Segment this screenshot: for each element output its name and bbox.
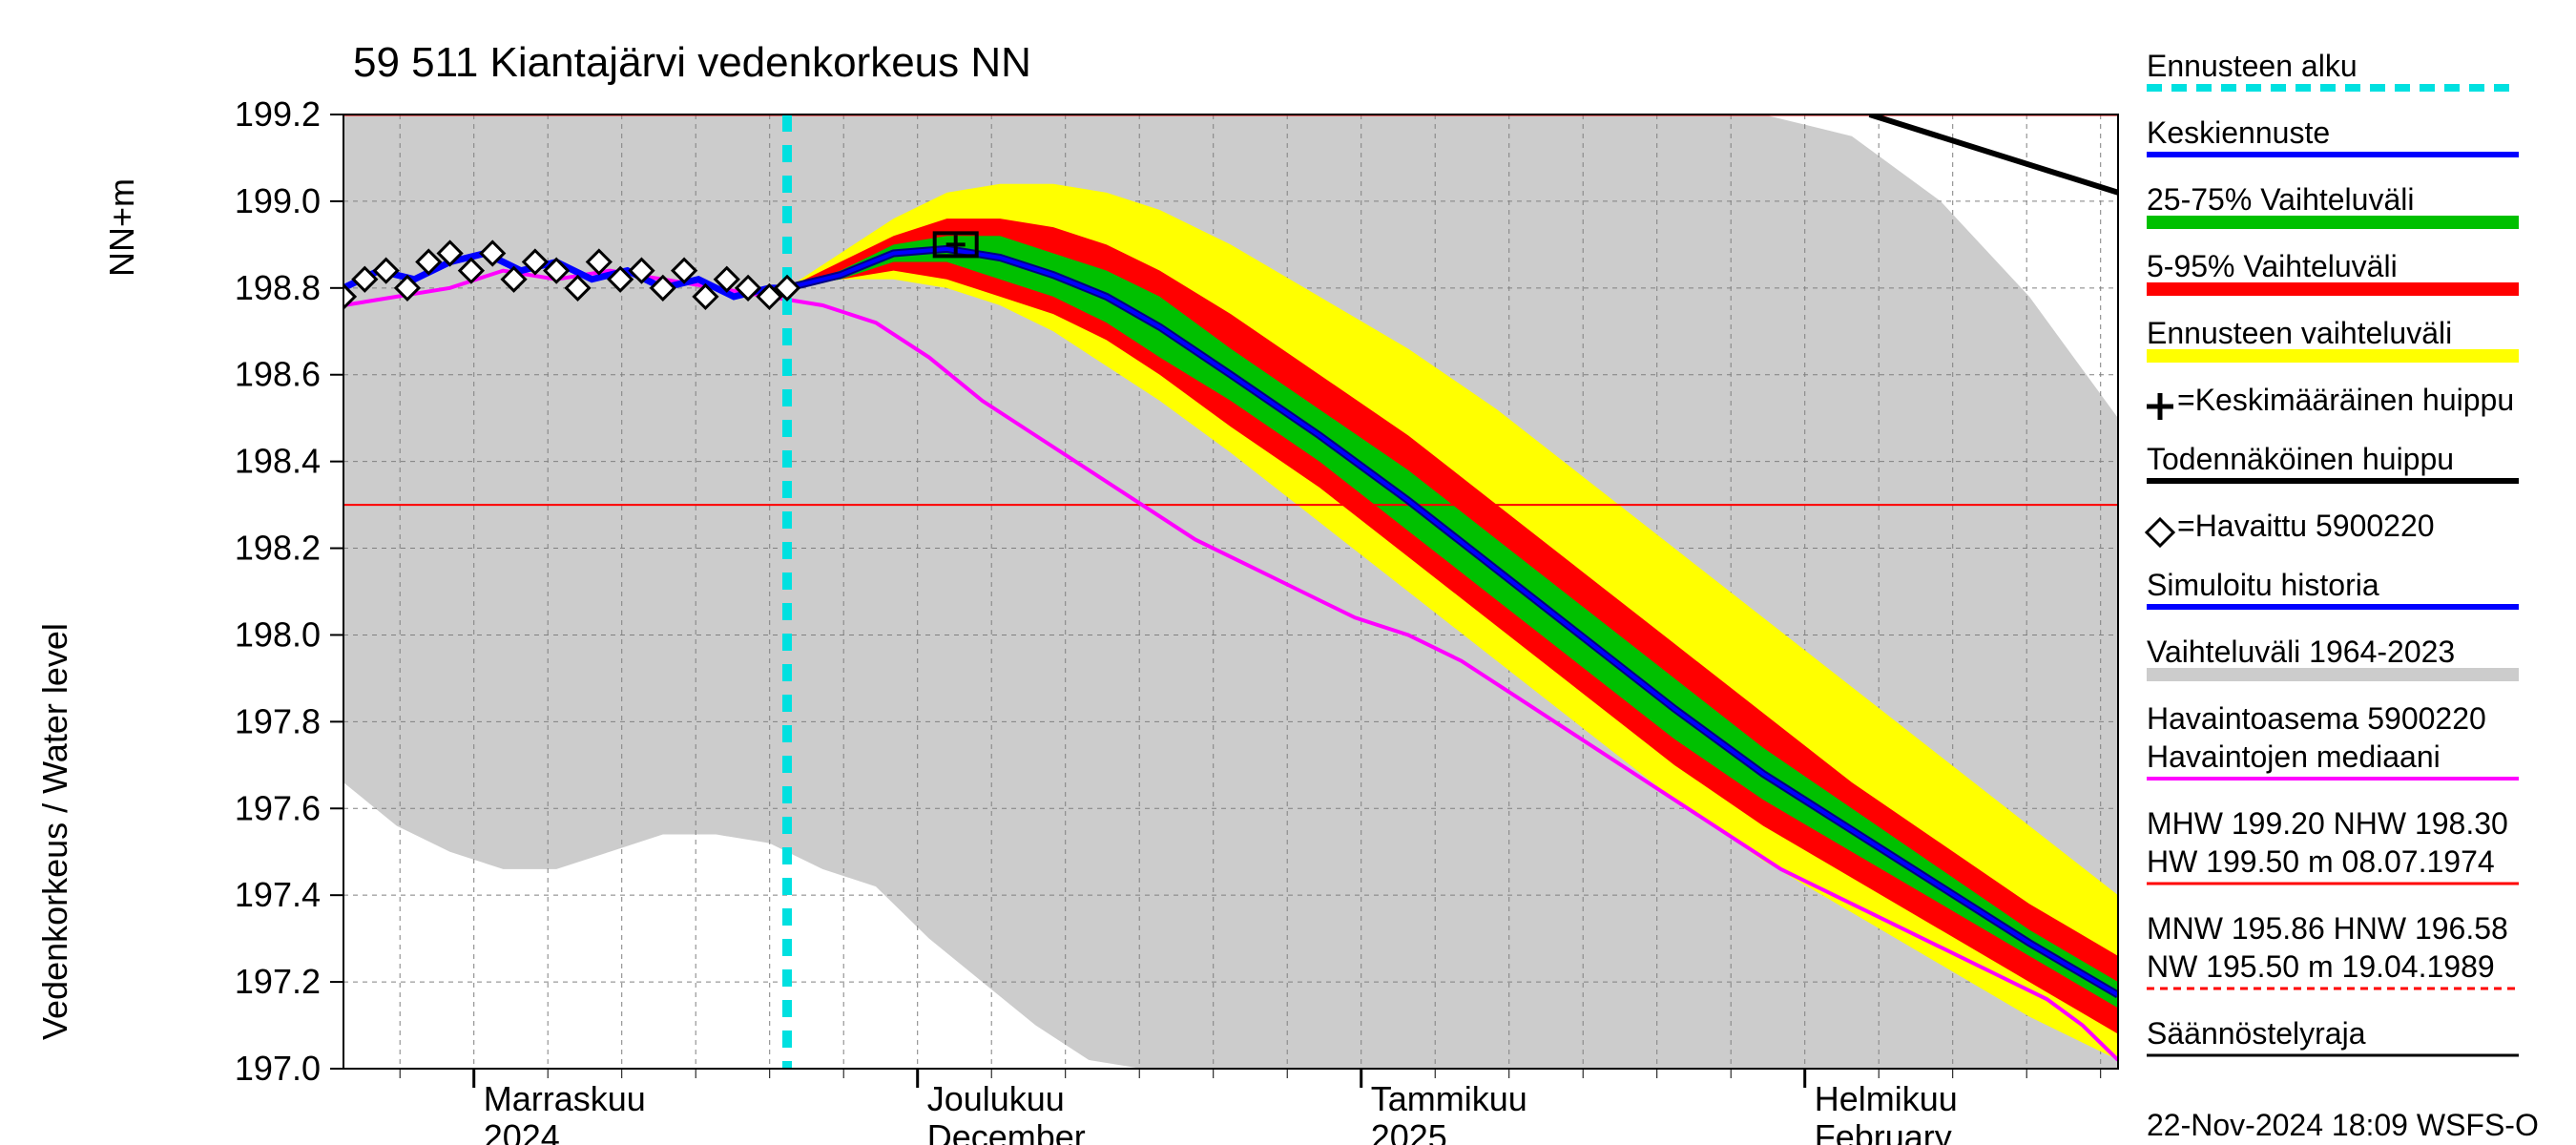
legend-label: Todennäköinen huippu: [2147, 442, 2454, 476]
legend-label: Keskiennuste: [2147, 115, 2330, 150]
y-tick-label: 198.6: [235, 355, 321, 394]
x-sub-label: February: [1815, 1117, 1952, 1145]
legend-label: Havaintoasema 5900220: [2147, 701, 2486, 736]
x-month-label: Helmikuu: [1815, 1079, 1958, 1118]
y-tick-label: 197.2: [235, 962, 321, 1001]
y-tick-label: 198.4: [235, 442, 321, 481]
y-tick-label: 199.0: [235, 181, 321, 220]
legend-label: 5-95% Vaihteluväli: [2147, 249, 2398, 283]
chart-title: 59 511 Kiantajärvi vedenkorkeus NN: [353, 39, 1031, 86]
legend-label: 25-75% Vaihteluväli: [2147, 182, 2414, 217]
y-tick-label: 197.4: [235, 875, 321, 914]
footer-timestamp: 22-Nov-2024 18:09 WSFS-O: [2147, 1108, 2539, 1142]
legend-swatch: [2147, 282, 2519, 296]
legend-label: Säännöstelyraja: [2147, 1016, 2366, 1051]
y-tick-label: 199.2: [235, 94, 321, 134]
legend-label: HW 199.50 m 08.07.1974: [2147, 844, 2495, 879]
x-month-label: Tammikuu: [1371, 1079, 1527, 1118]
legend-label: Ennusteen vaihteluväli: [2147, 316, 2452, 350]
legend-label: =Keskimääräinen huippu: [2177, 383, 2514, 417]
x-month-label: Marraskuu: [484, 1079, 646, 1118]
y-tick-label: 198.8: [235, 268, 321, 307]
y-tick-label: 197.8: [235, 701, 321, 740]
y-axis-label-long: Vedenkorkeus / Water level: [35, 623, 74, 1040]
legend-label: NW 195.50 m 19.04.1989: [2147, 949, 2495, 984]
x-sub-label: 2025: [1371, 1117, 1447, 1145]
y-tick-label: 197.0: [235, 1049, 321, 1088]
legend-label: Simuloitu historia: [2147, 568, 2379, 602]
legend-label: Vaihteluväli 1964-2023: [2147, 635, 2455, 669]
legend-swatch: [2147, 349, 2519, 363]
legend-label: Ennusteen alku: [2147, 49, 2358, 83]
y-tick-label: 198.0: [235, 614, 321, 654]
legend-swatch: [2147, 668, 2519, 681]
y-axis-label-short: NN+m: [102, 178, 141, 277]
legend-label: Havaintojen mediaani: [2147, 739, 2441, 774]
legend-label: MNW 195.86 HNW 196.58: [2147, 911, 2508, 946]
hydrograph-chart: 197.0 197.2 197.4 197.6 197.8 198.0 198.2 198.4…: [0, 0, 2576, 1145]
y-tick-label: 198.2: [235, 529, 321, 568]
x-sub-label: December: [927, 1117, 1086, 1145]
x-month-label: Joulukuu: [927, 1079, 1065, 1118]
legend-label: =Havaittu 5900220: [2177, 509, 2435, 543]
x-sub-label: 2024: [484, 1117, 560, 1145]
legend-diamond-icon: [2147, 519, 2173, 546]
y-tick-label: 197.6: [235, 788, 321, 827]
legend-label: MHW 199.20 NHW 198.30: [2147, 806, 2508, 841]
legend-swatch: [2147, 216, 2519, 229]
